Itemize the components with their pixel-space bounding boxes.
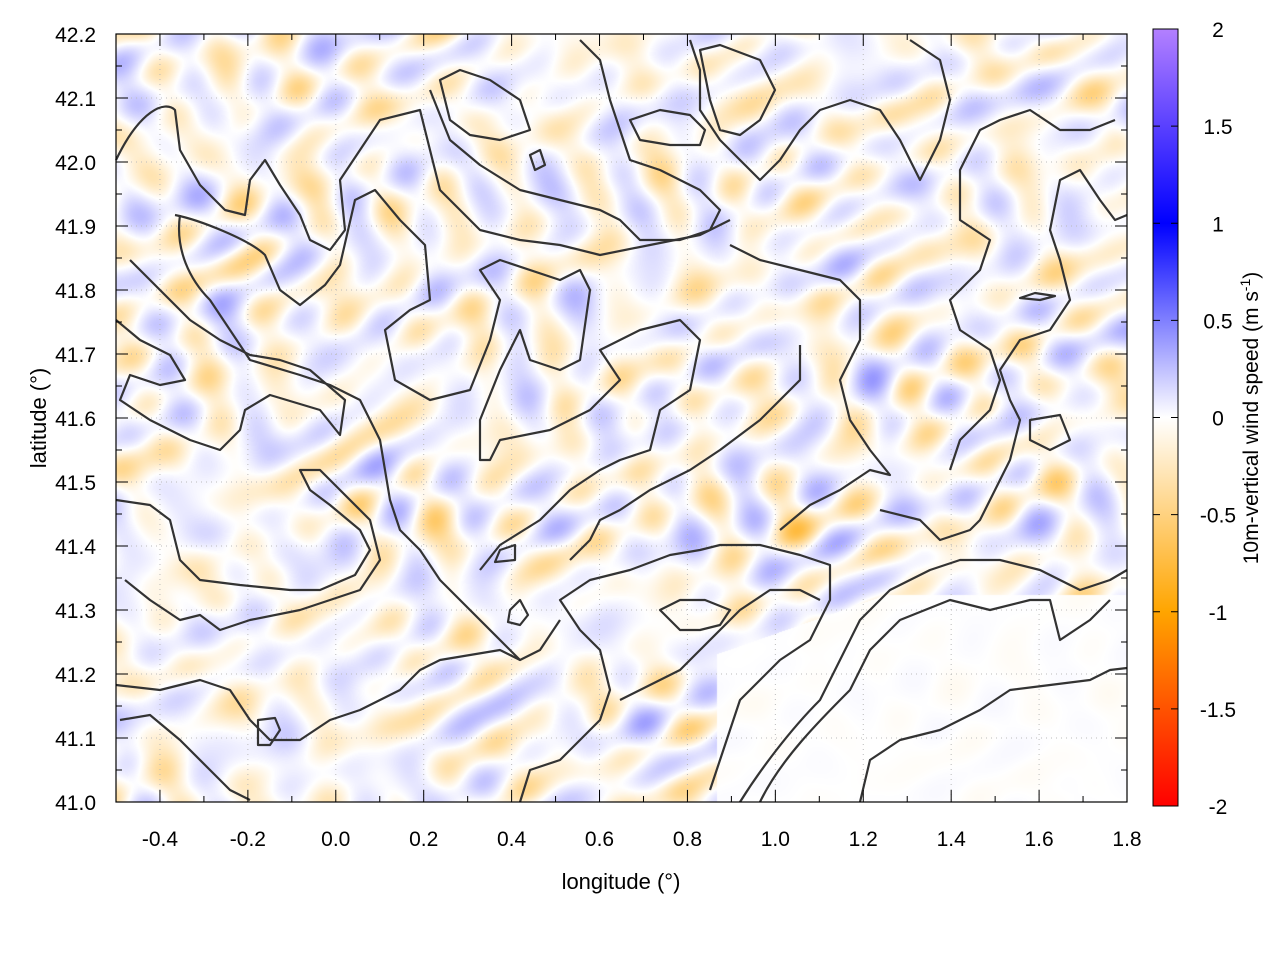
x-tick-label: -0.2 [230, 828, 266, 851]
colorbar-tick-label: 1.5 [1203, 116, 1232, 139]
colorbar-tick-label: -0.5 [1200, 505, 1236, 528]
x-axis-label: longitude (°) [562, 869, 681, 894]
colorbar-tick-label: -1 [1209, 602, 1228, 625]
y-axis-label: latitude (°) [26, 368, 51, 469]
colorbar-tick-label: 1 [1212, 213, 1224, 236]
x-tick-label: 1.4 [937, 828, 967, 851]
x-tick-label: 0.2 [409, 828, 438, 851]
contour-line [115, 648, 521, 742]
x-tick-labels: -0.4 -0.2 0.0 0.2 0.4 0.6 0.8 1.0 1.2 1.4 1.6 1.8 [142, 828, 1142, 851]
contour-line [569, 345, 802, 561]
contour-line [879, 168, 1128, 542]
y-tick-label: 41.6 [55, 408, 96, 431]
y-tick-label: 41.1 [55, 728, 96, 751]
colorbar-tick-label: 0 [1212, 408, 1224, 431]
x-tick-label: 1.8 [1112, 828, 1141, 851]
x-tick-label: 0.4 [497, 828, 527, 851]
contour-line [428, 39, 722, 242]
contour-line [1018, 291, 1057, 302]
contour-line [119, 713, 251, 801]
axis-ticks [116, 33, 1128, 803]
contour-line [506, 598, 530, 627]
x-tick-label: 0.0 [321, 828, 350, 851]
y-tick-label: 41.7 [55, 344, 96, 367]
y-tick-label: 41.3 [55, 600, 96, 623]
contour-line [1028, 413, 1072, 452]
contour-line [256, 716, 282, 747]
x-tick-label: 1.0 [761, 828, 790, 851]
contour-line [115, 259, 347, 452]
contour-line [658, 598, 732, 632]
y-tick-label: 42.1 [55, 88, 96, 111]
y-tick-label: 41.5 [55, 472, 96, 495]
y-tick-label: 41.8 [55, 280, 96, 303]
y-tick-labels: 41.0 41.1 41.2 41.3 41.4 41.5 41.6 41.7 41.8 41.9… [55, 24, 96, 815]
x-tick-label: -0.4 [142, 828, 179, 851]
x-tick-label: 0.6 [585, 828, 614, 851]
contour-line [698, 43, 777, 137]
y-tick-label: 41.4 [55, 536, 96, 559]
colorbar-tick-label: -1.5 [1200, 699, 1236, 722]
contour-line [115, 105, 731, 257]
y-tick-label: 42.0 [55, 152, 96, 175]
y-tick-label: 41.9 [55, 216, 96, 239]
terrain-contours [115, 39, 1128, 803]
contour-line [174, 188, 702, 571]
y-tick-label: 42.2 [55, 24, 96, 47]
colorbar-tick-label: 0.5 [1203, 310, 1232, 333]
contour-line [528, 148, 547, 172]
contour-line [518, 543, 832, 803]
colorbar-ticks: 2 1.5 1 0.5 0 -0.5 -1 -1.5 -2 [1153, 19, 1236, 819]
contour-line [115, 468, 382, 632]
contour-line [729, 244, 892, 531]
colorbar-label: 10m-vertical wind speed (m s-1) [1237, 272, 1263, 565]
contour-line [493, 543, 517, 564]
colorbar-tick-label: -2 [1209, 796, 1228, 819]
contour-line [759, 598, 1111, 803]
contour-line [438, 68, 532, 142]
x-tick-label: 1.6 [1024, 828, 1053, 851]
contour-line [858, 666, 1128, 803]
colorbar-tick-label: 2 [1212, 19, 1224, 42]
contour-line [619, 588, 821, 701]
y-tick-label: 41.2 [55, 664, 96, 687]
grid-lines [116, 33, 1128, 803]
y-tick-label: 41.0 [55, 792, 96, 815]
contour-line [739, 558, 1128, 803]
contour-line [177, 214, 561, 662]
x-tick-label: 1.2 [849, 828, 878, 851]
x-tick-label: 0.8 [673, 828, 702, 851]
contour-line [628, 108, 707, 147]
contour-line [688, 39, 952, 182]
contour-line [948, 108, 1116, 471]
